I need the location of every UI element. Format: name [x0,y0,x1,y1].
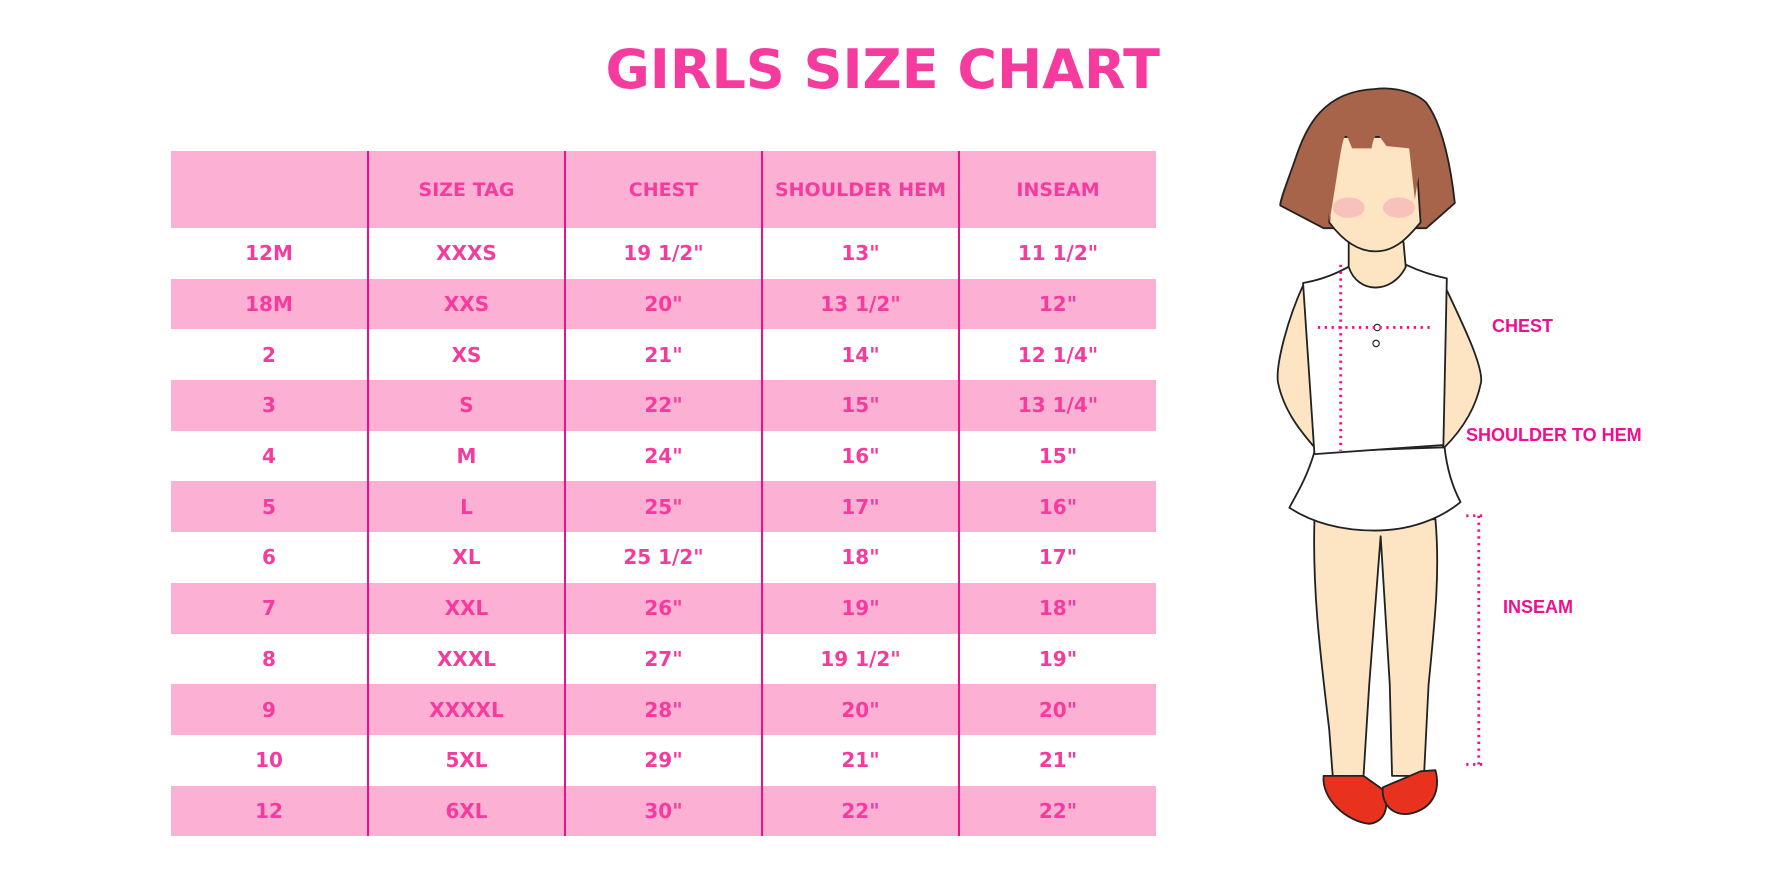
bodice [1302,263,1448,456]
table-cell: 12 1/4" [958,329,1156,381]
table-cell: XXXXL [367,684,565,735]
table-cell: 6XL [367,785,565,837]
face [1328,136,1422,253]
legs [1313,518,1439,777]
table-cell: 5XL [367,734,565,786]
size-chart-table: SIZE TAG CHEST SHOULDER HEM INSEAM 12M XXXS 1… [171,151,1156,837]
chest-label: CHEST [1492,316,1554,336]
table-row: 9 XXXXL 28" 20" 20" [171,684,1156,735]
table-row: 10 5XL 29" 21" 21" [171,734,1156,786]
table-cell: 25 1/2" [564,532,762,583]
table-cell: 14" [761,329,959,381]
table-cell: 20" [564,278,762,330]
column-header: CHEST [564,151,762,228]
table-cell: 12 [171,785,368,837]
table-cell: 8 [262,646,276,671]
table-cell: 10 [255,748,283,773]
table-cell: 20" [761,684,959,735]
button-top [1373,323,1381,332]
table-cell: 13" [761,228,959,279]
table-cell: XS [367,329,565,381]
table-cell: 4 [262,444,276,469]
right-shoe [1381,769,1438,815]
table-cell: 7 [171,582,368,634]
table-cell: 5 [171,481,368,533]
table-cell: 25" [564,481,762,533]
column-header: INSEAM [958,151,1156,228]
table-cell: 29" [564,734,762,786]
table-cell: 17" [761,481,959,533]
table-cell: 12" [958,278,1156,330]
table-cell: 18M [171,278,368,330]
cheek-right [1382,197,1415,218]
table-row: 18M XXS 20" 13 1/2" 12" [171,278,1156,330]
skirt [1288,446,1462,532]
table-cell: 26" [564,582,762,634]
table-cell: 12M [245,241,293,266]
table-header-row: SIZE TAG CHEST SHOULDER HEM INSEAM [171,151,1156,228]
table-cell: 27" [564,633,762,685]
table-cell: 16" [958,481,1156,533]
table-cell: 15" [958,430,1156,482]
table-row: 12M XXXS 19 1/2" 13" 11 1/2" [171,228,1156,279]
table-cell: 6 [262,545,276,570]
table-cell: 30" [564,785,762,837]
table-row: 4 M 24" 16" 15" [171,430,1156,482]
table-cell: S [367,380,565,431]
table-cell: XXS [367,278,565,330]
cheek-left [1332,197,1365,218]
table-row: 8 XXXL 27" 19 1/2" 19" [171,633,1156,685]
table-row: 5 L 25" 17" 16" [171,481,1156,533]
table-cell: 28" [564,684,762,735]
table-cell: 2 [262,342,276,367]
table-cell: XL [367,532,565,583]
table-row: 2 XS 21" 14" 12 1/4" [171,329,1156,381]
right-arm [1434,282,1482,449]
table-row: 3 S 22" 15" 13 1/4" [171,380,1156,431]
table-cell: 3 [171,380,368,431]
table-cell: M [367,430,565,482]
table-cell: 19 1/2" [761,633,959,685]
bangs [1323,125,1427,223]
table-cell: 21" [958,734,1156,786]
left-shoe [1322,774,1388,825]
table-cell: 11 1/2" [958,228,1156,279]
table-cell: XXXS [367,228,565,279]
table-cell: 19" [761,582,959,634]
table-cell: 9 [171,684,368,735]
inseam-label: INSEAM [1503,597,1574,617]
table-cell: 13 1/2" [761,278,959,330]
table-cell: 19" [958,633,1156,685]
button-bottom [1372,339,1380,348]
table-cell: 24" [564,430,762,482]
table-cell: 22" [761,785,959,837]
table-cell: 18" [958,582,1156,634]
column-header: SIZE TAG [367,151,565,228]
shoulder-to-hem-label: SHOULDER TO HEM [1466,425,1642,445]
table-cell: 22" [958,785,1156,837]
table-cell: 21" [761,734,959,786]
table-row: 12 6XL 30" 22" 22" [171,785,1156,837]
table-cell: 19 1/2" [564,228,762,279]
page-title: GIRLS SIZE CHART [605,38,1160,101]
table-cell: 15" [761,380,959,431]
table-cell: XXXL [367,633,565,685]
table-row: 6 XL 25 1/2" 18" 17" [171,532,1156,583]
table-cell: L [367,481,565,533]
table-cell: 21" [564,329,762,381]
table-cell: 16" [761,430,959,482]
table-cell: XXL [367,582,565,634]
table-cell: 22" [564,380,762,431]
table-cell: 18" [761,532,959,583]
table-cell: 13 1/4" [958,380,1156,431]
table-cell: 20" [958,684,1156,735]
column-header: SHOULDER HEM [761,151,959,228]
table-cell: 17" [958,532,1156,583]
table-row: 7 XXL 26" 19" 18" [171,582,1156,634]
neck [1347,240,1407,289]
column-header [171,151,368,228]
